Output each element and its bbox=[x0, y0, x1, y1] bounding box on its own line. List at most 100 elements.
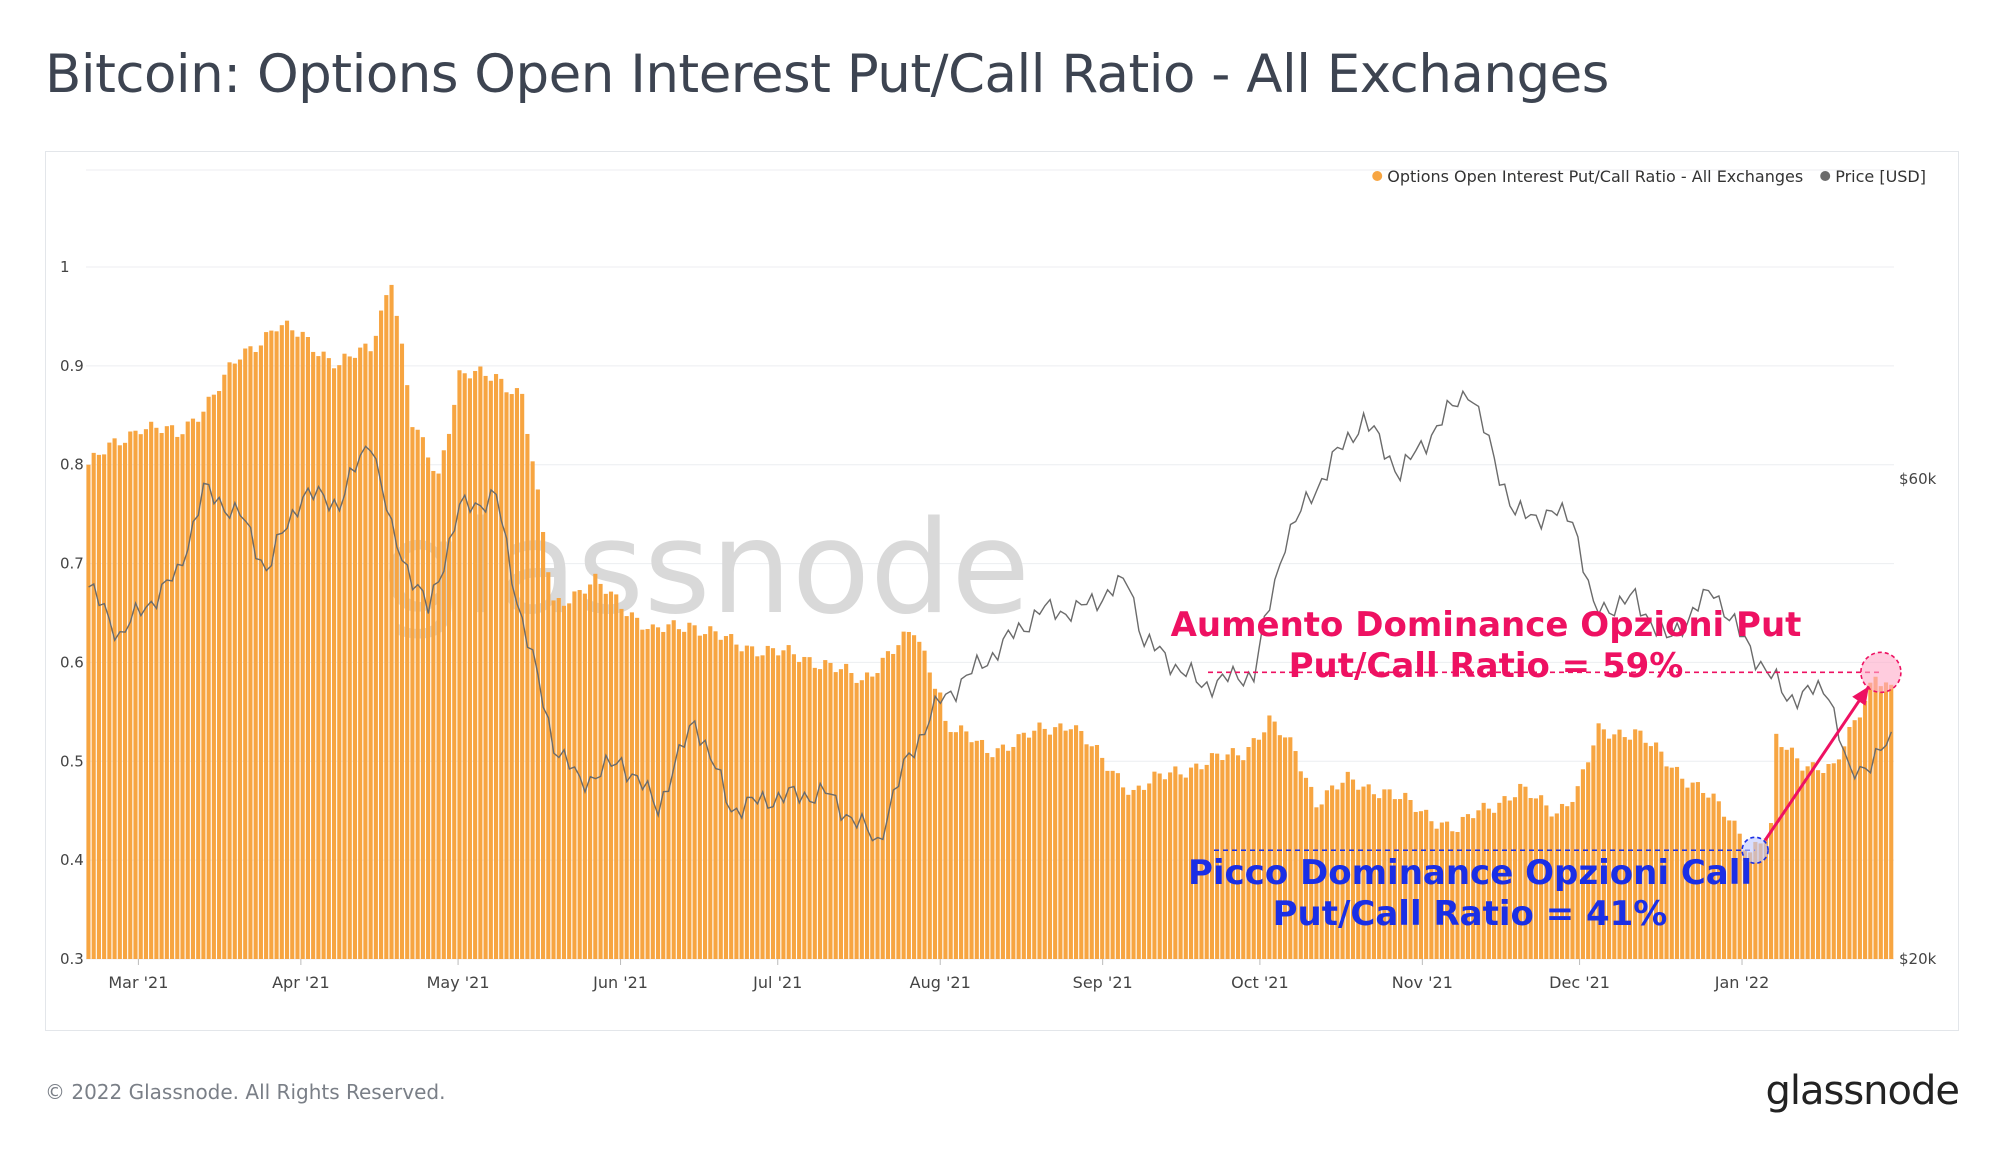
legend: Price [USD] Options Open Interest Put/Cal… bbox=[1372, 167, 1926, 186]
ratio-bar bbox=[1058, 723, 1063, 959]
ratio-bar bbox=[891, 653, 896, 959]
ratio-bar bbox=[143, 429, 149, 960]
ratio-bar bbox=[274, 331, 279, 959]
ratio-bar bbox=[206, 396, 211, 959]
ratio-bar bbox=[1309, 786, 1314, 959]
ratio-bar bbox=[389, 284, 394, 959]
ratio-bar bbox=[1366, 784, 1371, 959]
ratio-bar bbox=[1267, 715, 1272, 959]
ratio-bar bbox=[1272, 721, 1277, 959]
ratio-bar bbox=[817, 669, 823, 959]
ratio-bar bbox=[1575, 786, 1580, 959]
ratio-bar bbox=[1121, 787, 1126, 959]
page-title: Bitcoin: Options Open Interest Put/Call … bbox=[45, 44, 1609, 105]
legend-label: Price [USD] bbox=[1835, 167, 1926, 186]
ratio-bar bbox=[650, 624, 655, 959]
ratio-bar bbox=[1136, 785, 1141, 959]
ratio-bar bbox=[755, 656, 760, 959]
ratio-bar bbox=[1392, 799, 1397, 959]
ratio-bar bbox=[436, 473, 441, 959]
ratio-bar bbox=[682, 631, 687, 959]
ratio-bar bbox=[1439, 822, 1444, 959]
ratio-bar bbox=[541, 531, 546, 959]
ratio-bar bbox=[1084, 744, 1089, 959]
ratio-bar bbox=[1340, 782, 1345, 959]
ratio-bar bbox=[1063, 730, 1068, 959]
ratio-bar bbox=[979, 739, 985, 959]
ratio-bar bbox=[478, 366, 483, 960]
ratio-bar bbox=[1256, 739, 1262, 959]
ratio-bar bbox=[901, 631, 906, 959]
call-annotation-title: Picco Dominance Opzioni Call bbox=[1188, 853, 1752, 893]
ratio-bar bbox=[1429, 821, 1434, 959]
ratio-bar bbox=[729, 634, 734, 959]
ratio-bar bbox=[1387, 789, 1392, 959]
ratio-bar bbox=[1690, 782, 1695, 959]
y-left-tick-label: 0.7 bbox=[60, 555, 84, 573]
trend-arrow-head bbox=[1852, 686, 1869, 706]
ratio-bar bbox=[1627, 739, 1633, 959]
ratio-bar bbox=[812, 667, 817, 959]
ratio-bar bbox=[1633, 729, 1638, 959]
bar-series bbox=[86, 284, 1894, 960]
ratio-bar bbox=[713, 631, 718, 959]
ratio-bar bbox=[1356, 789, 1361, 959]
ratio-bar bbox=[990, 757, 995, 959]
ratio-bar bbox=[603, 593, 608, 959]
ratio-bar bbox=[959, 725, 964, 959]
ratio-bar bbox=[1779, 747, 1784, 959]
ratio-bar bbox=[530, 461, 535, 959]
ratio-bar bbox=[504, 392, 509, 960]
ratio-bar bbox=[1878, 686, 1883, 959]
price-line bbox=[88, 389, 1893, 842]
ratio-bar bbox=[358, 347, 363, 959]
ratio-bar bbox=[1544, 805, 1549, 959]
y-left-tick-label: 0.6 bbox=[60, 653, 84, 671]
ratio-bar bbox=[985, 752, 990, 959]
ratio-bar bbox=[906, 631, 911, 959]
ratio-bar bbox=[1241, 760, 1246, 959]
ratio-bar bbox=[1037, 722, 1042, 959]
ratio-bar bbox=[1836, 759, 1842, 959]
ratio-bar bbox=[828, 662, 833, 959]
ratio-bar bbox=[462, 373, 467, 959]
ratio-bar bbox=[1821, 773, 1826, 959]
ratio-bar bbox=[859, 680, 864, 959]
ratio-bar bbox=[488, 380, 493, 959]
ratio-bar bbox=[1277, 735, 1282, 959]
ratio-bar bbox=[582, 593, 587, 959]
y-right-tick-label: $20k bbox=[1899, 950, 1937, 968]
ratio-bar bbox=[1648, 746, 1653, 959]
ratio-bar bbox=[676, 629, 681, 959]
ratio-bar bbox=[1100, 757, 1105, 959]
ratio-bar bbox=[1701, 792, 1706, 959]
ratio-bar bbox=[211, 394, 216, 959]
ratio-bar bbox=[284, 320, 290, 960]
ratio-bar bbox=[222, 374, 227, 959]
ratio-bar bbox=[640, 629, 645, 959]
ratio-bar bbox=[765, 645, 770, 959]
ratio-bar bbox=[770, 648, 776, 959]
ratio-bar bbox=[1105, 770, 1110, 959]
ratio-bar bbox=[405, 385, 410, 959]
ratio-bar bbox=[509, 394, 514, 959]
ratio-bar bbox=[248, 346, 253, 959]
ratio-bar bbox=[885, 651, 891, 959]
ratio-bar bbox=[1445, 821, 1450, 959]
call-annotation-value: Put/Call Ratio = 41% bbox=[1273, 894, 1668, 934]
ratio-bar bbox=[1753, 841, 1758, 959]
ratio-bar bbox=[243, 348, 248, 959]
ratio-bar bbox=[159, 432, 164, 960]
legend-item[interactable]: Options Open Interest Put/Call Ratio - A… bbox=[1372, 167, 1803, 186]
ratio-bar bbox=[791, 654, 796, 959]
legend-item[interactable]: Price [USD] bbox=[1820, 167, 1926, 186]
ratio-bar bbox=[1408, 799, 1413, 959]
ratio-bar bbox=[572, 591, 577, 959]
x-tick-label: Oct '21 bbox=[1231, 973, 1289, 992]
ratio-bar bbox=[258, 345, 263, 959]
ratio-bar bbox=[1298, 771, 1303, 959]
ratio-bar bbox=[1141, 789, 1147, 959]
ratio-bar bbox=[1507, 800, 1512, 959]
ratio-bar bbox=[614, 594, 619, 959]
ratio-bar bbox=[823, 660, 828, 959]
